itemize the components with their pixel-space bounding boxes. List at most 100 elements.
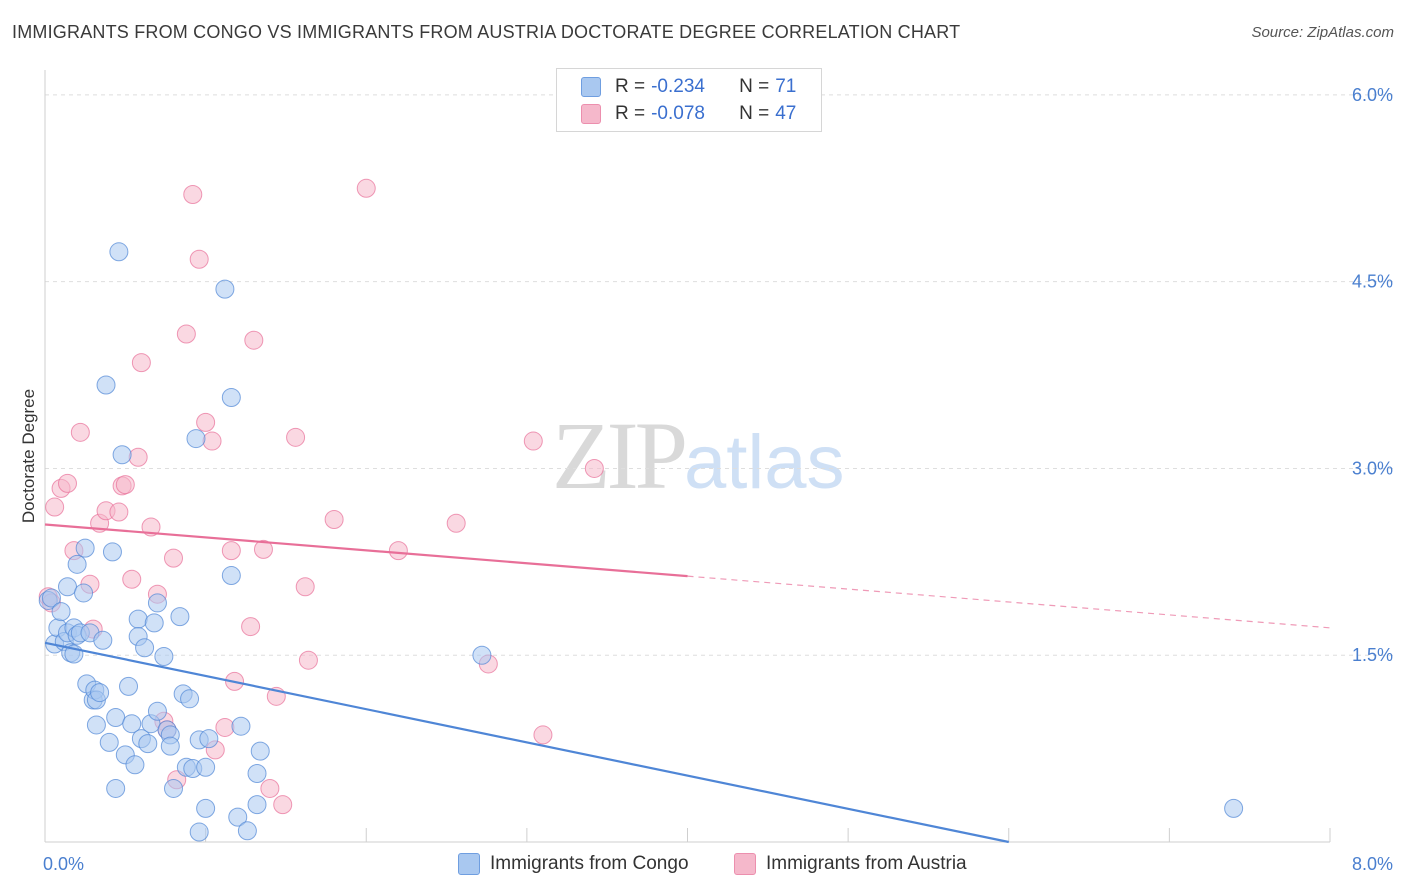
- congo-point: [138, 734, 158, 754]
- legend-item-austria[interactable]: Immigrants from Austria: [734, 852, 967, 876]
- congo-point: [96, 375, 116, 395]
- austria-points: [38, 178, 604, 815]
- austria-point: [57, 473, 77, 493]
- legend-label-congo: Immigrants from Congo: [490, 853, 689, 874]
- legend-item-congo[interactable]: Immigrants from Congo: [458, 852, 689, 876]
- congo-point: [112, 445, 132, 465]
- n-label: N =: [739, 76, 770, 97]
- austria-point: [356, 178, 376, 198]
- austria-point: [446, 513, 466, 533]
- congo-point: [106, 778, 126, 798]
- austria-point: [324, 510, 344, 530]
- n-value: 47: [775, 103, 797, 124]
- austria-point: [164, 548, 183, 568]
- y-tick-label: 6.0%: [1352, 85, 1393, 105]
- congo-point: [125, 755, 145, 775]
- source-note: Source: ZipAtlas.com: [1251, 24, 1394, 41]
- n-value: 71: [775, 76, 797, 97]
- austria-point: [70, 422, 90, 442]
- axes: [44, 70, 1331, 843]
- austria-swatch: [581, 104, 601, 124]
- congo-point: [119, 676, 139, 696]
- y-tick-label: 4.5%: [1352, 272, 1393, 292]
- congo-point: [196, 798, 216, 818]
- austria-point: [273, 795, 293, 815]
- congo-point: [99, 732, 119, 752]
- austria-point: [533, 725, 553, 745]
- x-tick-label: 0.0%: [43, 854, 84, 874]
- congo-point: [1224, 798, 1244, 818]
- austria-point: [244, 330, 264, 350]
- austria-point: [189, 249, 209, 269]
- austria-point: [584, 458, 604, 478]
- austria-point: [141, 517, 161, 537]
- congo-trend-line: [44, 641, 1009, 844]
- congo-swatch: [581, 77, 601, 97]
- congo-point: [250, 741, 270, 761]
- legend-swatch-austria: [734, 853, 756, 875]
- austria-point: [286, 427, 306, 447]
- congo-point: [247, 795, 267, 815]
- congo-point: [228, 807, 248, 827]
- congo-point: [51, 602, 71, 622]
- congo-point: [221, 566, 241, 586]
- congo-point: [247, 764, 267, 784]
- austria-point: [295, 577, 315, 597]
- congo-point: [106, 707, 126, 727]
- congo-point: [57, 577, 77, 597]
- congo-point: [164, 778, 183, 798]
- congo-point: [199, 729, 219, 749]
- congo-point: [215, 279, 235, 299]
- stats-box: R = -0.234 N = 71 R = -0.078 N = 47: [556, 68, 822, 132]
- congo-point: [135, 638, 155, 658]
- congo-point: [160, 736, 180, 756]
- austria-point: [202, 431, 222, 451]
- austria-point: [241, 617, 261, 637]
- stats-row-congo: R = -0.234 N = 71: [581, 75, 796, 99]
- austria-point: [45, 497, 65, 517]
- austria-point: [109, 502, 129, 522]
- austria-point: [183, 185, 203, 205]
- austria-point: [131, 353, 151, 373]
- congo-point: [75, 538, 95, 558]
- congo-point: [74, 583, 94, 603]
- austria-point: [523, 431, 543, 451]
- r-label: R =: [615, 103, 646, 124]
- congo-point: [102, 542, 122, 562]
- congo-point: [154, 646, 174, 666]
- congo-point: [122, 714, 142, 734]
- austria-point: [298, 650, 318, 670]
- congo-point: [472, 645, 492, 665]
- chart-title: IMMIGRANTS FROM CONGO VS IMMIGRANTS FROM…: [12, 22, 961, 42]
- austria-point: [260, 778, 280, 798]
- austria-trend-line: [44, 523, 688, 578]
- legend-swatch-congo: [458, 853, 480, 875]
- austria-point: [176, 324, 196, 344]
- x-tick-label: 8.0%: [1352, 854, 1393, 874]
- austria-point: [215, 717, 235, 737]
- stats-row-austria: R = -0.078 N = 47: [581, 102, 796, 126]
- austria-point: [128, 447, 148, 467]
- austria-point: [253, 539, 273, 559]
- congo-point: [86, 715, 106, 735]
- congo-point: [180, 689, 200, 709]
- austria-point: [122, 569, 142, 589]
- austria-point: [388, 541, 408, 561]
- austria-trend-line-extension: [687, 575, 1331, 629]
- congo-point: [170, 607, 190, 627]
- grid-lines: [45, 94, 1393, 656]
- r-value: -0.234: [651, 76, 705, 97]
- congo-point: [67, 554, 87, 574]
- y-axis-label: Doctorate Degree: [19, 389, 38, 523]
- congo-point: [144, 613, 164, 633]
- congo-point: [147, 701, 167, 721]
- austria-point: [196, 412, 216, 432]
- n-label: N =: [739, 103, 770, 124]
- congo-point: [221, 387, 241, 407]
- tick-labels: 1.5% 3.0% 4.5% 6.0% 0.0% 8.0%: [43, 85, 1393, 874]
- congo-point: [90, 683, 110, 703]
- r-label: R =: [615, 76, 646, 97]
- r-value: -0.078: [651, 103, 705, 124]
- austria-point: [115, 475, 135, 495]
